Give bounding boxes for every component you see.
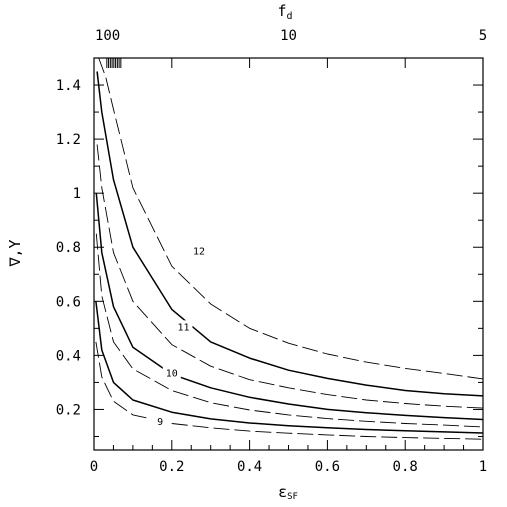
x-tick-label: 0.2 [159, 459, 184, 475]
tick-labels: 0 0.2 0.4 0.6 0.8 1 0.2 0.4 0.6 0.8 1 1.2 1.4 100 10 5 [56, 28, 488, 475]
curve-label-bg [190, 244, 209, 257]
y-tick-label: 0.8 [56, 240, 81, 256]
x-tick-label: 0 [90, 459, 98, 475]
plot-frame [93, 57, 484, 451]
dashed-curve [96, 144, 484, 409]
y-tick-label: 0.6 [56, 294, 81, 310]
curve-label-bg [174, 320, 193, 333]
solid-curve [95, 301, 484, 434]
dashed-curve [95, 233, 484, 428]
curve-label: 11 [177, 322, 189, 333]
curve-label-bg [162, 366, 181, 379]
y-tick-label: 1.4 [56, 78, 81, 94]
solid-curve [96, 71, 484, 397]
curve-label: 12 [193, 247, 205, 258]
x-tick-label: 0.6 [315, 459, 340, 475]
x-tick-label: 1 [479, 459, 487, 475]
solid-curve [95, 193, 484, 421]
y-tick-label: 0.2 [56, 402, 81, 418]
top-tick-label: 5 [479, 28, 487, 44]
y-tick-label: 1 [73, 186, 81, 202]
y-tick-label: 0.4 [56, 348, 81, 364]
curve-label: 9 [157, 417, 163, 428]
curve-labels: 12 11 10 9 [151, 244, 209, 428]
top-tick-label: 10 [280, 28, 297, 44]
dashed-curve [95, 341, 484, 440]
dashed-curve [98, 57, 484, 380]
y-tick-label: 1.2 [56, 132, 81, 148]
top-axis-label: fd [277, 2, 292, 22]
x-axis-label: εSF [278, 483, 298, 502]
curves [95, 57, 484, 440]
curve-label: 10 [166, 368, 178, 379]
curve-label-bg [151, 414, 170, 427]
top-tick-label: 100 [95, 28, 120, 44]
x-tick-label: 0.4 [237, 459, 262, 475]
x-tick-label: 0.8 [393, 459, 418, 475]
y-axis-label: ∇,Υ [6, 239, 24, 267]
axis-ticks [93, 58, 484, 450]
